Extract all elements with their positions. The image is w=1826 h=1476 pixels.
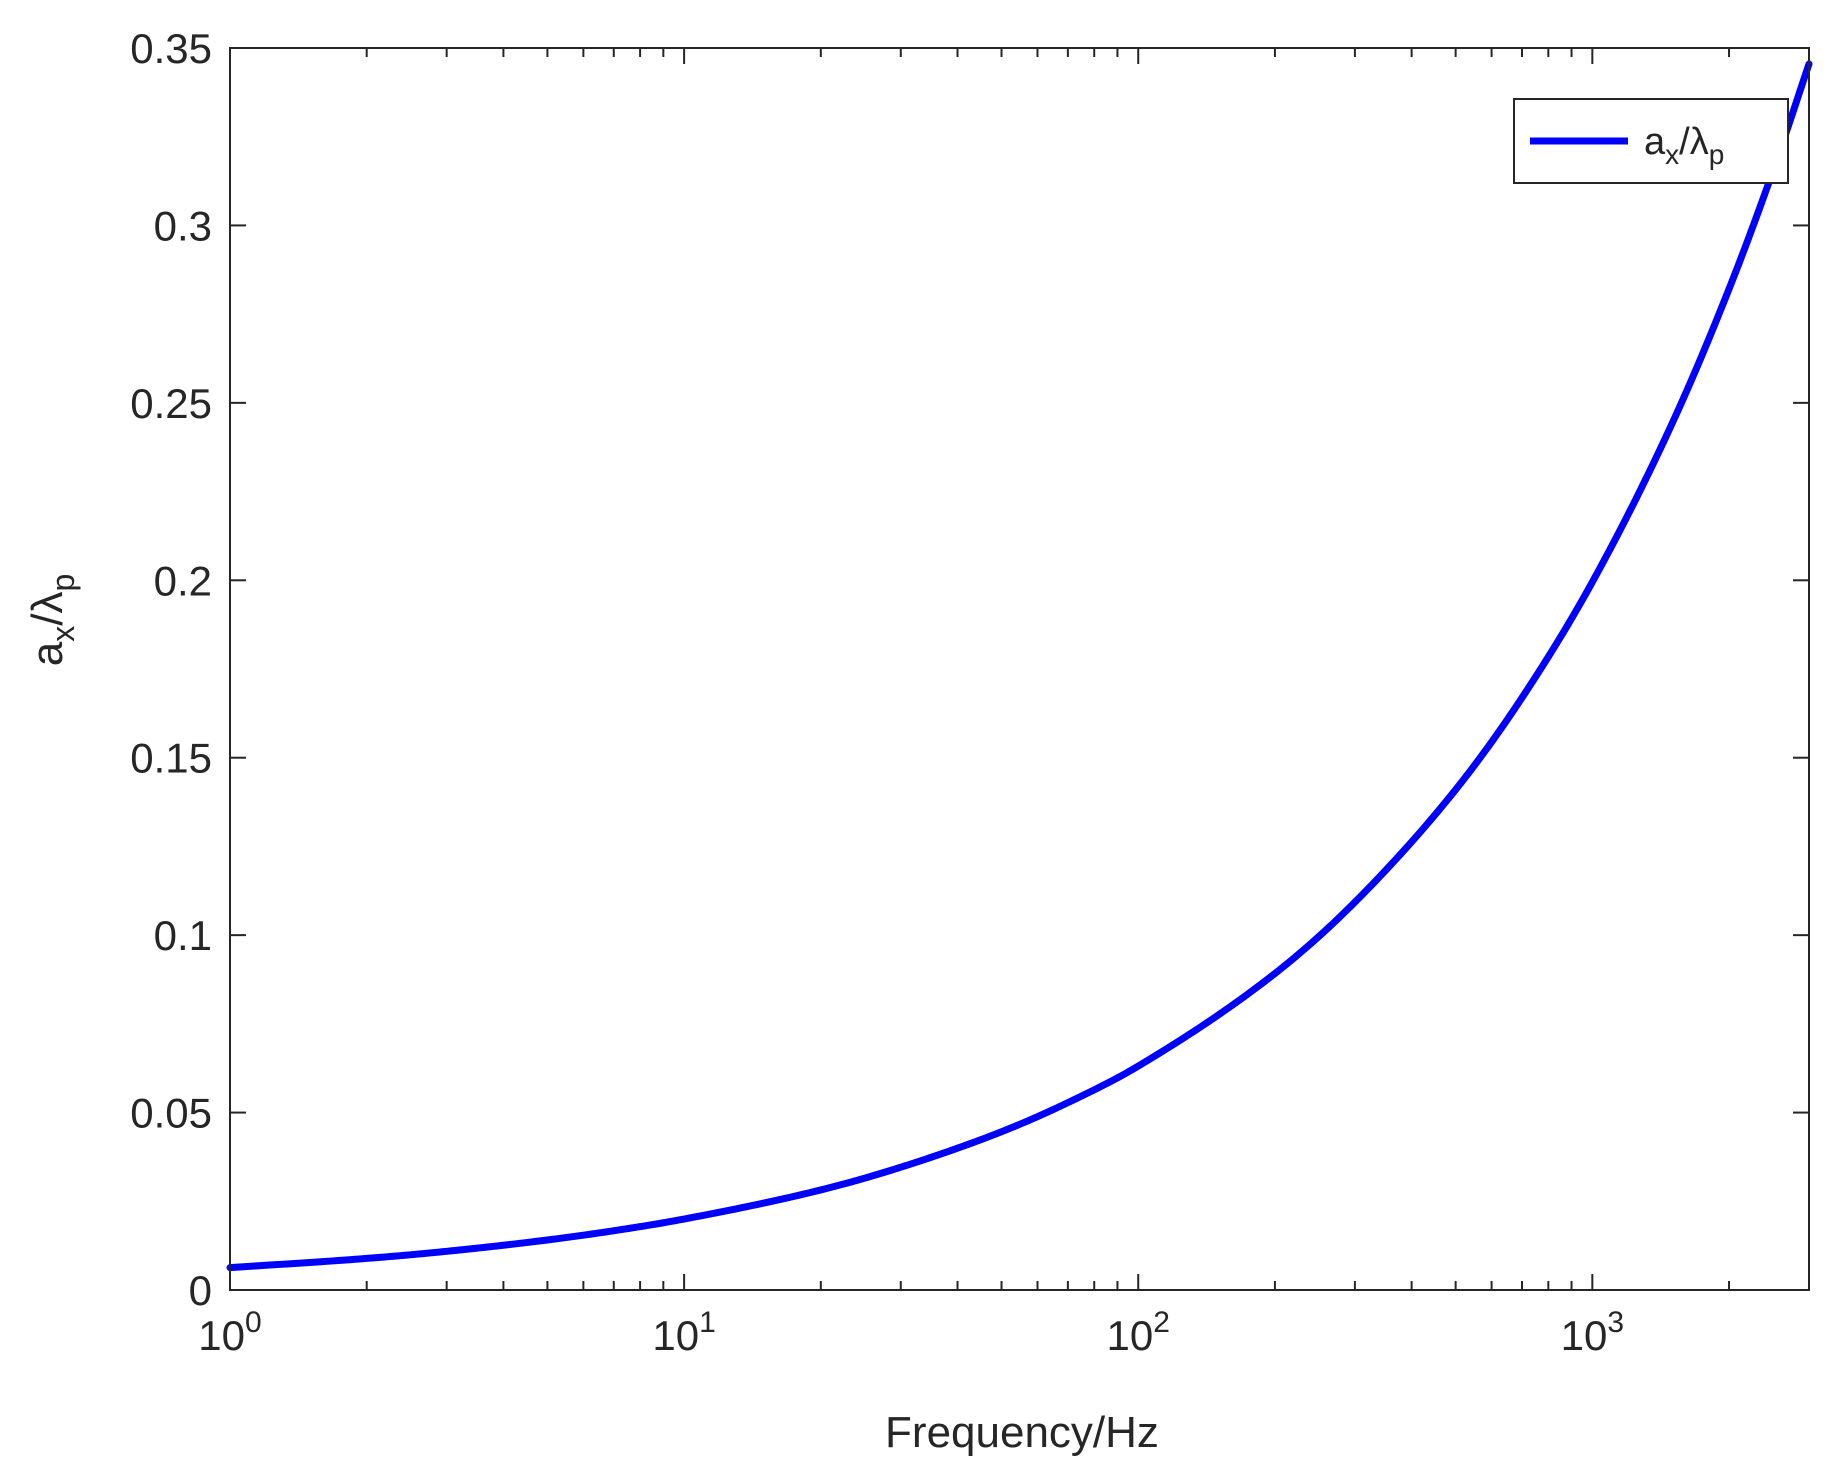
x-tick-label-base: 10	[1107, 1312, 1154, 1359]
x-tick-label-exponent: 1	[699, 1306, 716, 1339]
x-tick-label-exponent: 3	[1607, 1306, 1624, 1339]
y-axis-label: ax/λp	[23, 574, 81, 667]
legend-label-base: a	[1644, 121, 1666, 163]
y-tick-label: 0.3	[154, 202, 212, 249]
x-tick-label-base: 10	[1561, 1312, 1608, 1359]
legend: ax/λp	[1513, 98, 1789, 184]
x-tick-label: 100	[198, 1306, 261, 1359]
y-tick-label: 0.1	[154, 912, 212, 959]
y-tick-label: 0.2	[154, 557, 212, 604]
series-line	[226, 60, 1813, 1272]
legend-label-sub-p: p	[1709, 139, 1725, 170]
y-tick-label: 0.15	[130, 735, 212, 782]
y-tick-label: 0.25	[130, 380, 212, 427]
y-axis-label-sub-p: p	[45, 574, 81, 592]
y-tick-label: 0.05	[130, 1090, 212, 1137]
y-tick-label: 0.35	[130, 25, 212, 72]
x-tick-label-base: 10	[652, 1312, 699, 1359]
plot-area-frame	[229, 47, 1810, 1291]
x-tick-label: 101	[652, 1306, 715, 1359]
y-axis-label-base: a	[23, 641, 72, 666]
legend-label: ax/λp	[1644, 121, 1724, 170]
x-tick-label: 102	[1107, 1306, 1170, 1359]
y-tick-labels: 0 0.05 0.1 0.15 0.2 0.25 0.3 0.35	[130, 25, 212, 1314]
x-tick-label-exponent: 2	[1153, 1306, 1170, 1339]
legend-label-mid: /λ	[1679, 121, 1709, 163]
y-tick-label: 0	[189, 1267, 212, 1314]
x-tick-label-exponent: 0	[245, 1306, 262, 1339]
x-axis-label: Frequency/Hz	[885, 1408, 1159, 1457]
x-tick-label-base: 10	[198, 1312, 245, 1359]
series-layer	[226, 60, 1813, 1272]
y-axis-label-mid: /λ	[23, 592, 72, 626]
x-tick-label: 103	[1561, 1306, 1624, 1359]
y-axis-label-sub-x: x	[45, 626, 81, 642]
legend-label-sub-x: x	[1665, 139, 1679, 170]
x-tick-labels: 100 101 102 103	[198, 1306, 1624, 1359]
